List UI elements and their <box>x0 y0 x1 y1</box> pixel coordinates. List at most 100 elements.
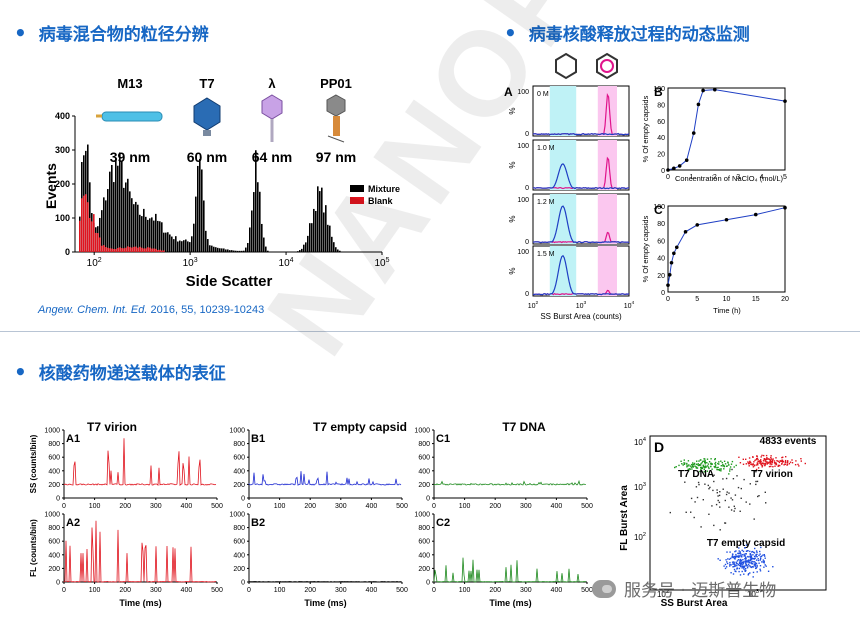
dna-population-dot <box>700 462 702 465</box>
hist-y-tick-label: 100 <box>55 213 70 223</box>
hist-blank-bar <box>139 246 141 252</box>
trace-x-tick-label: 500 <box>581 503 593 510</box>
capsid-population-dot <box>755 559 758 561</box>
dna-population-dot <box>696 463 698 466</box>
virion-population-dot <box>770 461 772 463</box>
dna-population-dot <box>700 467 702 470</box>
hist-mixture-bar <box>117 165 119 252</box>
capsid-population-dot <box>753 552 756 554</box>
virion-population-dot <box>776 460 778 462</box>
trace-x-tick-label: 500 <box>396 503 408 510</box>
virion-population-dot <box>781 459 784 462</box>
capsid-population-dot <box>742 563 744 565</box>
trace-y-tick-label: 200 <box>48 482 60 489</box>
virion-population-dot <box>755 464 757 466</box>
virion-population-dot <box>800 458 802 460</box>
dna-population-dot <box>723 460 726 462</box>
capsid-population-dot <box>744 556 747 558</box>
background-event-dot <box>749 483 751 485</box>
hist-blank-bar <box>133 246 135 252</box>
virion-population-dot <box>766 457 768 459</box>
hist-blank-bar <box>93 214 95 252</box>
dna-population-dot <box>706 470 709 472</box>
virion-population-dot <box>762 460 765 462</box>
dna-population-dot <box>727 461 729 463</box>
dna-population-dot <box>696 460 698 462</box>
background-event-dot <box>731 499 734 501</box>
dna-population-dot <box>708 461 711 463</box>
background-event-dot <box>690 497 693 500</box>
background-event-dot <box>716 492 718 494</box>
panel-B-frame <box>667 87 786 171</box>
capsid-population-dot <box>741 565 744 567</box>
hist-mixture-bar <box>337 249 339 252</box>
dna-population-dot <box>683 459 685 461</box>
capsid-population-dot <box>762 559 764 561</box>
dna-population-dot <box>728 464 730 466</box>
capsid-population-dot <box>745 560 748 563</box>
hist-blank-bar <box>157 250 159 252</box>
capsid-population-dot <box>731 561 734 563</box>
hist-mixture-bar <box>149 218 151 252</box>
capsid-population-dot <box>749 572 751 574</box>
dna-population-dot <box>703 458 705 460</box>
dist-y-tick-label: 100 <box>517 143 529 150</box>
capsid-population-dot <box>749 559 751 561</box>
background-event-dot <box>739 510 741 512</box>
dna-population-dot <box>704 460 706 462</box>
background-event-dot <box>713 524 715 527</box>
panel-C-point <box>672 251 676 256</box>
dna-population-dot <box>718 463 720 465</box>
hist-blank-bar <box>87 202 89 252</box>
background-event-dot <box>733 505 735 507</box>
trace-column-title: T7 empty capsid <box>313 420 407 434</box>
hist-mixture-bar <box>333 242 335 252</box>
trace-y-tick-label: 400 <box>48 468 60 475</box>
capsid-population-dot <box>734 570 736 572</box>
hist-mixture-bar <box>245 247 247 252</box>
dna-spiral-icon <box>600 59 614 73</box>
dna-population-dot <box>731 460 734 463</box>
dna-population-dot <box>720 468 722 470</box>
capsid-population-dot <box>738 555 741 557</box>
panel-B-y-tick-label: 20 <box>657 152 665 159</box>
virion-population-dot <box>766 461 768 463</box>
background-event-dot <box>702 499 704 501</box>
hist-blank-bar <box>125 247 127 252</box>
hist-mixture-bar <box>137 204 139 252</box>
trace-column-title: T7 virion <box>87 420 137 434</box>
trace-x-label: Time (ms) <box>489 598 531 608</box>
dna-population-dot <box>698 460 700 462</box>
hist-mixture-bar <box>191 236 193 252</box>
capsid-population-dot <box>749 566 752 568</box>
virion-population-dot <box>771 461 773 463</box>
capsid-population-dot <box>747 561 750 563</box>
trace-y-tick-label: 600 <box>48 539 60 546</box>
capsid-population-dot <box>747 573 750 575</box>
virion-population-dot <box>783 464 785 466</box>
virion-population-dot <box>789 461 792 463</box>
trace-panel-label: C2 <box>436 517 450 529</box>
dna-population-dot <box>726 465 728 467</box>
trace-y-tick-label: 200 <box>233 482 245 489</box>
panel-B-point <box>691 131 696 135</box>
virion-population-dot <box>767 458 770 460</box>
capsid-gate-band <box>549 194 577 244</box>
hist-mixture-bar <box>197 165 199 252</box>
trace-x-tick-label: 300 <box>520 503 532 510</box>
capsid-population-dot <box>728 558 731 560</box>
background-event-dot <box>737 486 740 489</box>
virion-population-dot <box>753 465 756 467</box>
background-event-dot <box>696 496 699 499</box>
dna-population-dot <box>678 464 680 467</box>
dna-population-dot <box>701 467 704 469</box>
capsid-population-dot <box>736 567 738 569</box>
virion-population-dot <box>774 463 776 465</box>
virion-population-dot <box>766 458 768 460</box>
capsid-population-dot <box>758 554 760 557</box>
capsid-population-dot <box>767 570 770 572</box>
capsid-population-dot <box>732 566 734 568</box>
dist-y-tick-label: 100 <box>517 197 529 204</box>
capsid-population-dot <box>738 550 740 552</box>
capsid-population-dot <box>732 563 735 565</box>
